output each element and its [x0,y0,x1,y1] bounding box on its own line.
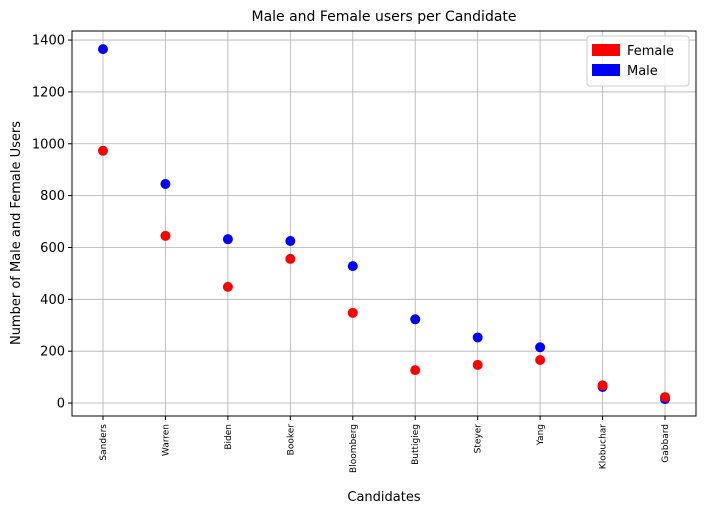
point-female-gabbard [660,392,670,403]
point-female-klobuchar [597,380,608,391]
legend: Female Male [586,35,690,87]
point-male-sanders [98,44,108,55]
point-female-steyer [472,359,483,370]
point-female-sanders [98,145,108,156]
x-tick-label: Yang [536,424,546,446]
grid [72,31,696,416]
point-female-bloomberg [347,307,358,318]
y-tick-label: 1000 [32,137,65,152]
x-tick-label: Klobuchar [599,424,609,469]
point-male-warren [160,178,171,189]
x-tick-label: Buttigieg [411,424,421,465]
point-female-warren [160,230,171,241]
legend-swatch-female [592,44,620,56]
y-tick-label: 1400 [32,34,65,49]
point-female-buttigieg [410,365,421,376]
legend-label-male: Male [627,64,658,79]
y-tick-label: 800 [40,189,65,204]
data-points [98,44,670,405]
point-male-buttigieg [410,314,421,325]
y-tick-label: 200 [40,345,65,360]
x-axis-label: Candidates [347,490,420,505]
point-male-yang [535,342,546,353]
point-male-bloomberg [347,261,358,272]
point-female-yang [535,355,546,365]
legend-swatch-male [592,64,620,76]
plot-frame [71,30,697,417]
x-tick-label: Sanders [99,424,109,461]
point-male-steyer [472,332,483,343]
x-tick-label: Warren [161,424,171,456]
point-male-biden [222,234,233,245]
point-female-booker [285,253,296,264]
x-tick-label: Biden [224,424,234,450]
x-tick-label: Steyer [474,424,484,454]
chart-title: Male and Female users per Candidate [251,9,516,25]
y-tick-label: 600 [40,241,65,256]
legend-label-female: Female [627,44,674,59]
axes: 0 200 400 600 800 1000 1200 1400 Sanders Warren Bi… [32,34,671,473]
y-tick-label: 0 [57,397,65,412]
point-male-booker [285,236,296,246]
y-axis-label: Number of Male and Female Users [9,121,24,345]
x-tick-label: Bloomberg [349,424,359,473]
x-tick-label: Gabbard [661,424,671,463]
x-tick-label: Booker [286,424,296,456]
point-female-biden [222,281,233,292]
y-tick-label: 1200 [32,85,65,100]
y-tick-label: 400 [40,293,65,308]
